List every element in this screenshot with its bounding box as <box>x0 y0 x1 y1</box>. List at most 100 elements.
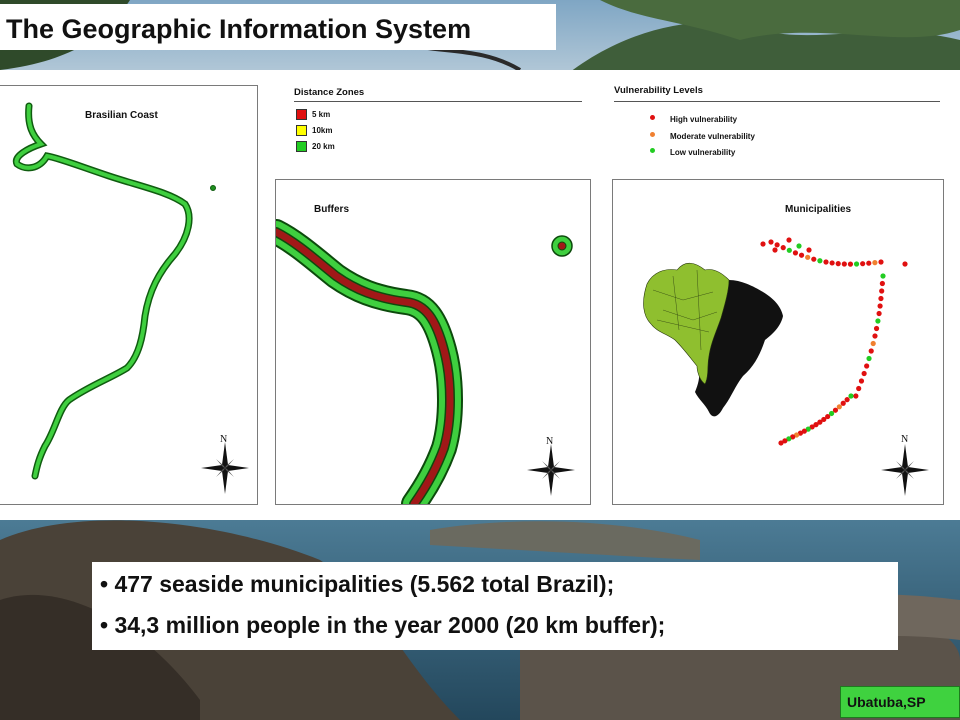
legend-label-20km: 20 km <box>312 142 335 151</box>
location-badge: Ubatuba,SP <box>840 686 960 718</box>
municipality-point <box>902 261 908 267</box>
municipality-point <box>860 261 866 267</box>
municipality-point <box>853 261 860 267</box>
municipality-point <box>856 385 862 392</box>
legend-label-5km: 5 km <box>312 110 331 119</box>
north-label: N <box>901 434 909 445</box>
municipality-point <box>796 243 802 249</box>
municipality-point <box>811 256 817 262</box>
legend-divider <box>614 101 940 102</box>
municipality-point <box>879 280 885 287</box>
municipality-point <box>861 370 867 377</box>
municipality-point <box>774 242 780 248</box>
municipality-point <box>793 432 800 438</box>
municipality-point <box>864 363 870 369</box>
buffers-map-title: Buffers <box>314 204 350 215</box>
municipality-point <box>875 318 881 324</box>
municipality-point <box>823 259 829 265</box>
municipality-point <box>829 260 835 266</box>
dot-low <box>650 148 655 153</box>
distance-zones-legend: Distance Zones 5 km 10km 20 km <box>290 85 584 165</box>
municipality-point <box>797 430 804 436</box>
municipality-point <box>806 247 812 253</box>
legend-divider <box>294 101 582 102</box>
municipality-point <box>841 261 847 267</box>
legend-label-high: High vulnerability <box>670 115 738 124</box>
bullet-item: • 477 seaside municipalities (5.562 tota… <box>100 571 615 597</box>
municipality-point <box>876 310 882 317</box>
coast-line-graphic <box>12 102 249 494</box>
location-badge-label: Ubatuba,SP <box>847 694 926 710</box>
legend-label-low: Low vulnerability <box>670 148 736 157</box>
municipality-point <box>878 259 884 265</box>
municipality-point <box>872 260 878 266</box>
buffer-zones-graphic <box>276 219 575 504</box>
dot-high <box>650 115 655 120</box>
municipality-point <box>792 250 799 256</box>
municipality-point <box>782 438 788 444</box>
municipality-point <box>844 397 850 403</box>
distance-zones-header: Distance Zones <box>294 87 365 98</box>
municipality-point <box>801 428 807 434</box>
municipality-point <box>828 410 835 417</box>
municipalities-map-title: Municipalities <box>785 204 852 215</box>
page-title: The Geographic Information System <box>6 14 472 44</box>
municipality-point <box>778 440 784 446</box>
municipality-point <box>813 422 819 428</box>
dot-moderate <box>650 132 655 137</box>
municipality-point <box>817 258 823 264</box>
municipality-point <box>798 252 805 258</box>
swatch-20km <box>296 141 307 152</box>
swatch-5km <box>296 109 307 120</box>
municipality-point <box>760 241 766 247</box>
vulnerability-points <box>760 237 908 446</box>
municipality-point <box>879 288 885 294</box>
legend-label-moderate: Moderate vulnerability <box>670 132 755 141</box>
north-label: N <box>220 434 228 445</box>
municipality-point <box>847 261 854 267</box>
municipality-point <box>835 261 841 267</box>
municipality-point <box>805 426 811 432</box>
municipality-point <box>836 404 842 410</box>
municipality-point <box>848 393 854 399</box>
coast-map-panel: Brasilian Coast N <box>0 85 258 505</box>
municipality-point <box>853 393 859 399</box>
municipality-point <box>858 378 865 384</box>
municipality-point <box>872 333 878 339</box>
compass-rose-icon <box>881 444 929 496</box>
municipality-point <box>866 355 872 362</box>
bullet-item: • 34,3 million people in the year 2000 (… <box>100 612 666 638</box>
coast-map-title: Brasilian Coast <box>85 110 158 121</box>
compass-rose-icon <box>527 444 575 496</box>
municipality-point <box>870 340 876 347</box>
municipality-point <box>786 247 792 253</box>
summary-bullets: • 477 seaside municipalities (5.562 tota… <box>92 562 898 650</box>
municipality-point <box>868 348 874 354</box>
municipality-point <box>809 424 815 430</box>
municipality-point <box>805 254 811 260</box>
municipality-point <box>772 247 778 253</box>
municipality-point <box>790 434 796 440</box>
municipality-point <box>840 400 846 406</box>
municipality-point <box>832 407 839 413</box>
municipality-point <box>817 419 823 425</box>
title-banner: The Geographic Information System <box>0 4 556 50</box>
vulnerability-header: Vulnerability Levels <box>614 85 703 96</box>
legend-label-10km: 10km <box>312 126 333 135</box>
municipality-point <box>821 416 827 423</box>
municipality-point <box>780 245 786 251</box>
compass-rose-icon <box>201 442 249 494</box>
municipality-point <box>786 237 792 243</box>
municipality-point <box>877 303 883 309</box>
vulnerability-legend: Vulnerability Levels High vulnerability … <box>612 85 942 165</box>
municipality-point <box>786 436 792 442</box>
municipality-point <box>878 295 884 302</box>
north-label: N <box>546 436 554 447</box>
municipality-point <box>866 260 872 266</box>
municipality-point <box>880 273 886 279</box>
swatch-10km <box>296 125 307 136</box>
municipalities-map-panel: Municipalities N <box>612 179 944 505</box>
municipality-point <box>873 325 880 332</box>
buffers-map-panel: Buffers N <box>275 179 591 505</box>
municipality-point <box>768 239 774 245</box>
